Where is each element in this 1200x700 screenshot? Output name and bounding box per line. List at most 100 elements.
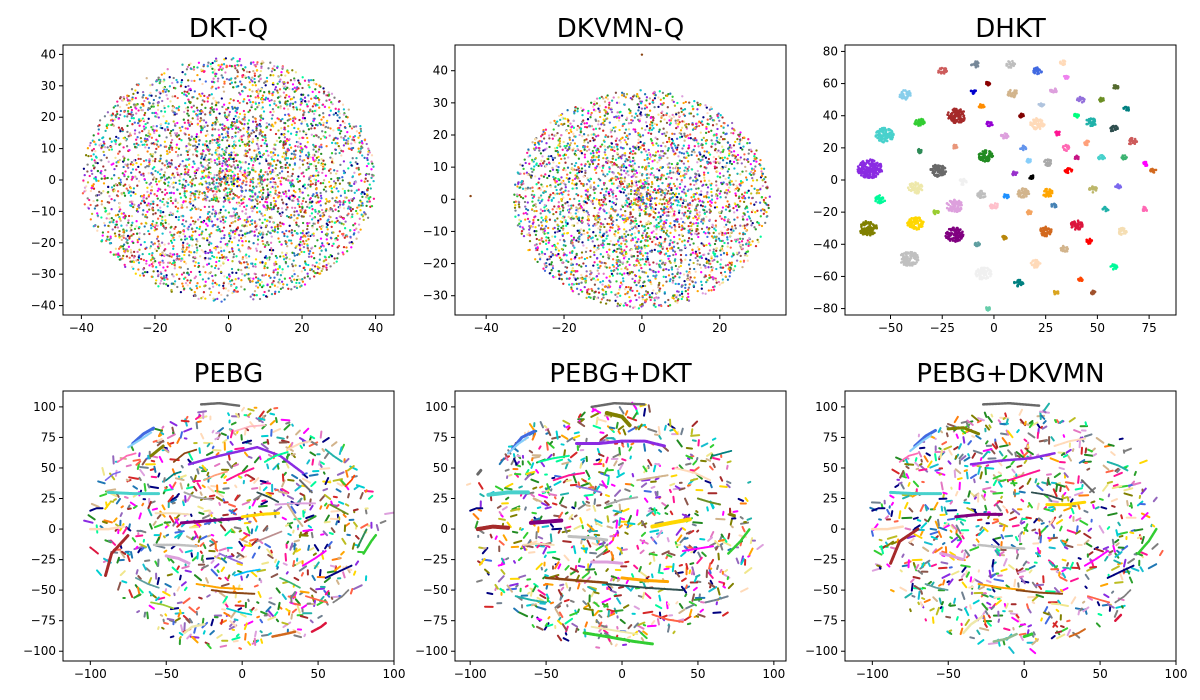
data-point [363,180,366,183]
data-point [370,176,373,180]
data-point [162,174,166,177]
data-point [261,101,264,104]
data-point [347,205,350,208]
data-point [260,65,263,68]
data-point [266,97,270,100]
data-point [168,146,171,150]
data-point [196,118,199,121]
data-point [123,115,126,118]
data-point [359,124,362,128]
data-point [238,101,241,105]
data-point [334,184,337,187]
data-point [176,285,179,289]
data-point [346,235,349,238]
data-point [357,204,361,207]
data-point [302,93,305,96]
data-point [538,253,541,256]
data-point [334,182,337,185]
data-point [573,112,576,115]
data-point [213,176,216,179]
data-point [164,90,167,93]
data-point [309,185,312,188]
data-point [239,229,242,233]
data-point [238,139,241,142]
data-point [193,264,197,268]
data-point [140,194,144,198]
data-point [345,246,348,249]
data-point [685,125,688,129]
data-point [272,151,275,154]
data-point [326,223,329,227]
data-point [94,194,98,197]
data-point [219,220,222,223]
data-point [314,181,318,184]
data-point [704,205,707,208]
data-point [277,237,280,240]
data-point [152,209,155,212]
data-point [158,81,161,85]
data-point [206,97,210,100]
data-point [166,277,169,281]
data-point [296,198,299,201]
data-point [338,221,341,224]
data-point [103,177,106,180]
data-point [143,128,146,131]
data-point [330,225,333,229]
data-point [115,223,118,226]
data-point [328,98,331,102]
data-point [268,99,271,103]
data-point [313,127,316,130]
data-point [222,249,226,252]
data-point [112,218,115,222]
data-point [226,139,229,142]
data-point [251,280,254,283]
data-point [116,100,119,103]
data-point [130,116,133,120]
data-point [248,156,252,159]
data-point [294,264,297,267]
data-point [265,201,269,204]
data-point [318,262,321,265]
data-point [161,232,164,235]
data-point [299,142,302,146]
data-point [163,253,167,257]
data-point [203,94,206,98]
data-point [116,213,120,216]
data-point [360,179,363,182]
data-point [353,182,356,186]
data-point [136,136,139,139]
data-point [661,213,664,217]
data-point [340,149,343,152]
data-point [255,211,259,214]
data-point [141,90,145,94]
data-point [219,167,222,170]
data-point [259,178,262,181]
data-point [168,165,172,168]
data-point [342,253,345,256]
data-point [159,206,162,209]
data-point [166,152,169,156]
data-point [132,159,136,162]
data-point [87,207,91,210]
data-point [254,120,257,123]
data-point [186,106,190,109]
data-point [195,287,199,290]
data-point [163,106,166,110]
data-point [305,103,309,106]
data-point [232,253,236,256]
data-point [189,190,192,194]
data-point [261,191,265,195]
data-point [553,147,557,150]
data-point [143,178,146,181]
data-point [285,203,288,206]
data-point [306,224,309,228]
data-point [105,156,108,159]
data-point [289,239,293,242]
data-point [321,171,324,175]
data-point [171,212,175,215]
data-point [366,188,369,191]
data-point [96,212,99,215]
data-point [192,110,195,113]
data-point [361,141,364,145]
data-point [348,241,351,244]
